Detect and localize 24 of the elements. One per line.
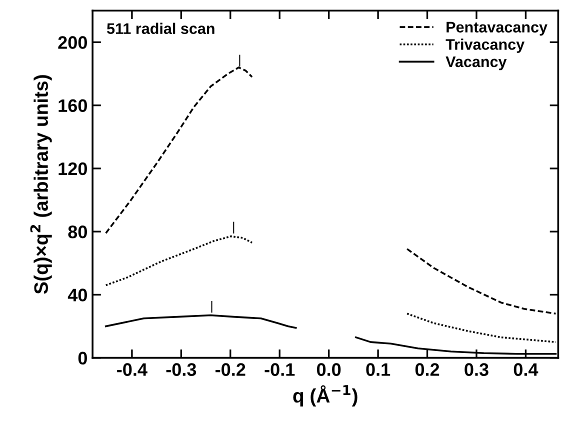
annotation: 511 radial scan	[107, 22, 214, 34]
x-tick-label: -0.3	[166, 363, 196, 376]
legend-label: Vacancy	[446, 56, 507, 70]
x-tick-label: 0.4	[514, 363, 538, 376]
y-tick-label: 80	[68, 226, 87, 238]
y-tick-label: 200	[58, 36, 87, 49]
annotation: |	[211, 300, 212, 313]
x-tick-label: 0.1	[366, 363, 390, 376]
x-tick-label: -0.2	[216, 363, 246, 376]
legend-label: Pentavacancy	[446, 22, 548, 36]
x-tick-label: 0.0	[316, 363, 341, 376]
y-tick-label: 160	[58, 99, 87, 112]
annotation: |	[239, 54, 240, 66]
x-axis-title: q (Å$^{−1}$)	[293, 385, 358, 406]
legend-label: Trivacancy	[446, 38, 525, 53]
x-tick-label: 0.2	[415, 363, 440, 376]
y-tick-label: 40	[68, 288, 87, 302]
y-axis-title: S(q)×q$^{2}$ (arbitrary units)	[30, 75, 52, 294]
y-tick-label: 120	[58, 162, 87, 176]
x-tick-label: -0.4	[117, 363, 148, 376]
x-tick-label: 0.3	[464, 363, 488, 376]
annotation: |	[233, 222, 234, 234]
x-tick-label: -0.1	[264, 363, 295, 376]
y-tick-label: 0	[78, 352, 87, 365]
